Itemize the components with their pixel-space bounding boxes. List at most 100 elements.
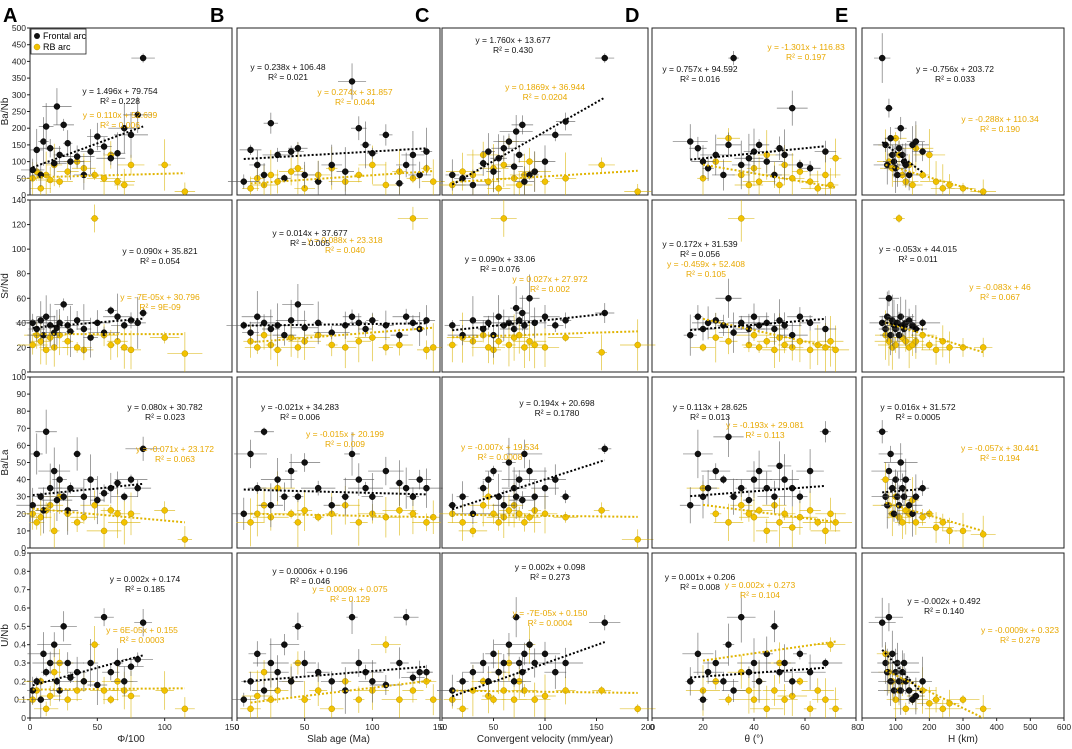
rb-point <box>526 158 533 165</box>
frontal-point <box>730 687 737 694</box>
frontal-point <box>521 650 528 658</box>
rb-fit-r2: R² = 0.0008 <box>478 452 523 462</box>
frontal-fit-r2: R² = 0.185 <box>125 584 165 594</box>
rb-point <box>500 215 508 222</box>
frontal-fit-equation: y = -0.756x + 203.72 <box>916 64 994 74</box>
rb-point <box>114 178 121 185</box>
frontal-point <box>738 319 745 327</box>
x-tick-label: 500 <box>1023 722 1037 732</box>
rb-point <box>755 178 763 185</box>
rb-fit-equation: y = 0.274x + 31.857 <box>317 87 392 97</box>
rb-point <box>598 349 605 356</box>
frontal-point <box>887 331 894 339</box>
frontal-point <box>822 148 829 155</box>
y-tick-label: 80 <box>17 406 27 416</box>
rb-point <box>750 513 758 521</box>
x-tick-label: 20 <box>698 722 708 732</box>
rb-point <box>274 346 281 354</box>
rb-fit-equation: y = -0.288x + 110.34 <box>961 114 1039 124</box>
frontal-point <box>897 124 904 132</box>
rb-point <box>46 692 54 700</box>
rb-point <box>449 341 456 349</box>
frontal-point <box>887 134 894 142</box>
rb-point <box>37 513 45 521</box>
frontal-point <box>73 317 81 324</box>
rb-fit-equation: y = 0.027x + 27.972 <box>512 274 587 284</box>
frontal-fit-equation: y = 0.014x + 37.677 <box>272 228 347 238</box>
panel-a-ba-la: 0 10 20 30 40 50 60 70 80 90 100 y = 0.080x + 30.78… <box>12 372 233 553</box>
rb-point <box>771 346 778 354</box>
frontal-point <box>485 148 492 155</box>
frontal-point <box>267 502 275 509</box>
rb-point <box>294 344 302 351</box>
frontal-point <box>738 484 745 492</box>
frontal-point <box>294 623 302 630</box>
rb-point <box>531 341 538 349</box>
rb-point <box>932 696 940 703</box>
y-tick-label: 0.6 <box>14 603 26 613</box>
y-tick-label: 100 <box>12 244 26 254</box>
frontal-point <box>900 493 908 500</box>
rb-point <box>469 527 477 535</box>
legend-rb-label: RB arc <box>43 42 71 52</box>
frontal-trend-line <box>882 488 923 494</box>
y-tick-label: 300 <box>12 90 26 100</box>
rb-point <box>127 161 135 169</box>
rb-point <box>510 696 518 703</box>
frontal-point <box>37 317 45 324</box>
frontal-point <box>919 678 926 685</box>
frontal-point <box>730 329 737 336</box>
frontal-point <box>281 493 288 500</box>
rb-point <box>806 507 814 514</box>
frontal-point <box>423 148 430 155</box>
x-tick-label: 50 <box>300 722 310 732</box>
frontal-point <box>552 131 559 139</box>
panel-letter: B <box>210 5 224 27</box>
y-tick-label: 90 <box>17 389 27 399</box>
x-tick-label: 200 <box>922 722 936 732</box>
rb-point <box>598 161 605 169</box>
frontal-fit-r2: R² = 0.046 <box>290 576 330 586</box>
y-tick-label: 350 <box>12 73 26 83</box>
rb-fit-r2: R² = 0.040 <box>325 245 365 255</box>
frontal-point <box>495 668 502 676</box>
frontal-fit-equation: y = 1.760x + 13.677 <box>475 35 550 45</box>
x-tick-label: 400 <box>990 722 1004 732</box>
frontal-point <box>912 138 920 145</box>
frontal-trend-line <box>243 147 427 161</box>
rb-fit-r2: R² = 0.104 <box>740 590 780 600</box>
rb-point <box>725 696 732 703</box>
frontal-point <box>887 450 894 458</box>
rb-point <box>429 344 437 351</box>
x-tick-label: 150 <box>225 722 239 732</box>
frontal-fit-r2: R² = 0.033 <box>935 74 975 84</box>
rb-point <box>541 344 549 351</box>
rb-point <box>832 155 839 162</box>
frontal-point <box>301 659 308 667</box>
frontal-point <box>885 467 893 475</box>
frontal-point <box>369 150 376 157</box>
legend-rb-marker <box>33 43 41 51</box>
frontal-point <box>260 687 268 694</box>
frontal-point <box>699 696 707 703</box>
frontal-point <box>771 493 778 500</box>
frontal-fit-equation: y = 0.001x + 0.206 <box>665 572 736 582</box>
frontal-point <box>267 119 275 127</box>
rb-point <box>526 513 533 521</box>
rb-point <box>127 346 135 354</box>
frontal-point <box>878 54 886 62</box>
rb-point <box>64 696 71 703</box>
frontal-point <box>33 146 40 154</box>
frontal-point <box>781 322 788 329</box>
rb-point <box>107 507 115 514</box>
frontal-point <box>796 493 804 500</box>
frontal-point <box>396 659 403 667</box>
frontal-point <box>46 484 54 492</box>
y-tick-label: 0.3 <box>14 658 26 668</box>
frontal-point <box>687 331 694 339</box>
frontal-fit-equation: y = 0.090x + 33.06 <box>465 254 536 264</box>
rb-point <box>396 507 403 514</box>
frontal-point <box>134 111 141 119</box>
